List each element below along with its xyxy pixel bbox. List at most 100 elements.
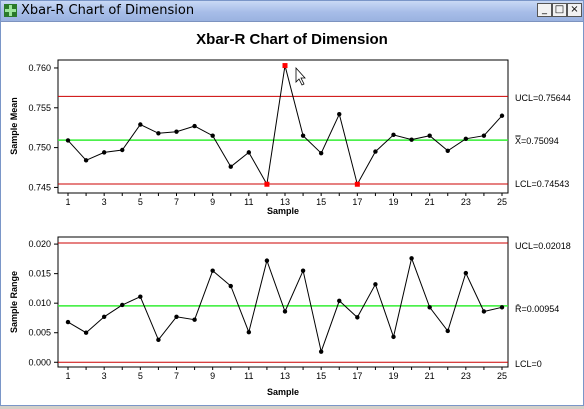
maximize-button[interactable]: □ (552, 3, 567, 17)
range-y-tick-label: 0.010 (28, 298, 51, 308)
mean-data-point (391, 132, 396, 138)
chart-area: Xbar-R Chart of Dimension Sample Mean Sa… (2, 22, 583, 409)
range-data-point (355, 315, 360, 320)
mean-data-point (409, 137, 414, 142)
range-data-point (192, 317, 197, 322)
mean-x-tick-label: 5 (138, 197, 143, 207)
mean-data-point (463, 136, 469, 142)
range-y-tick-label: 0.015 (28, 269, 51, 279)
mean-x-tick-label: 7 (174, 197, 179, 207)
close-button[interactable]: × (567, 3, 582, 17)
range-data-point (300, 268, 306, 273)
mean-x-tick-label: 3 (102, 197, 107, 207)
mean-y-axis-label: Sample Mean (9, 97, 19, 155)
mean-y-tick-label: 0.745 (28, 182, 51, 192)
mean-x-tick-label: 15 (316, 197, 326, 207)
range-data-point (409, 256, 414, 261)
mean-data-point (101, 150, 107, 155)
mean-data-point (300, 133, 306, 138)
mean-data-point (373, 149, 378, 154)
range-data-point (228, 283, 233, 289)
minimize-button[interactable]: _ (537, 3, 552, 17)
range-data-point (463, 270, 469, 276)
mean-x-tick-label: 13 (280, 197, 290, 207)
range-data-point (481, 309, 487, 314)
mean-lcl-label: LCL=0.74543 (515, 179, 569, 189)
mean-data-point (445, 148, 450, 153)
mean-out-of-control-point (264, 181, 270, 187)
range-data-point (318, 349, 324, 354)
mean-ucl-label: UCL=0.75644 (515, 93, 571, 103)
mean-x-tick-label: 21 (425, 197, 435, 207)
xbar-r-chart: Xbar-R Chart of Dimension Sample Mean Sa… (9, 31, 571, 397)
range-y-axis-label: Sample Range (9, 271, 19, 333)
range-x-tick-label: 13 (280, 371, 290, 381)
range-plot-frame (57, 236, 509, 368)
range-data-point (138, 294, 143, 299)
mean-data-point (83, 158, 89, 163)
range-center-label: R̄=0.00954 (515, 304, 559, 314)
mean-data-point (228, 164, 233, 169)
mean-x-tick-label: 9 (210, 197, 215, 207)
range-x-tick-label: 9 (210, 371, 215, 381)
range-x-tick-label: 11 (244, 371, 253, 381)
mean-y-tick-label: 0.750 (28, 143, 51, 153)
range-data-point (373, 282, 378, 287)
mean-x-tick-label: 17 (352, 197, 362, 207)
mean-data-point (156, 131, 161, 136)
range-data-point (246, 329, 252, 335)
range-data-point (174, 314, 179, 319)
range-data-point (101, 314, 107, 319)
app-icon (4, 4, 17, 17)
mean-data-point (318, 150, 324, 156)
range-data-point (210, 268, 215, 273)
range-x-tick-label: 1 (65, 371, 70, 381)
window-title: Xbar-R Chart of Dimension (21, 3, 195, 18)
mean-data-point (337, 111, 342, 117)
mean-x-tick-label: 25 (497, 197, 507, 207)
range-data-point (156, 337, 161, 343)
mean-data-point (499, 113, 505, 118)
range-x-tick-label: 15 (316, 371, 326, 381)
range-ucl-label: UCL=0.02018 (515, 241, 571, 251)
range-center-symbol: R̄ (515, 304, 522, 314)
range-x-tick-label: 19 (388, 371, 398, 381)
range-x-axis-label: Sample (267, 387, 299, 397)
range-data-point (499, 305, 505, 310)
mean-data-point (481, 133, 487, 138)
range-y-tick-label: 0.000 (28, 357, 51, 367)
mean-x-tick-label: 11 (244, 197, 253, 207)
range-data-point (120, 302, 125, 308)
mean-data-point (65, 138, 71, 143)
range-x-tick-label: 25 (497, 371, 507, 381)
range-center-value: =0.00954 (522, 304, 560, 314)
range-x-tick-label: 5 (138, 371, 143, 381)
range-x-tick-label: 3 (102, 371, 107, 381)
mean-y-tick-label: 0.760 (28, 63, 51, 73)
mean-data-point (120, 147, 125, 153)
range-data-point (65, 319, 71, 325)
mean-center-symbol: X̿ (515, 135, 521, 146)
title-bar[interactable]: Xbar-R Chart of Dimension _ □ × (1, 1, 583, 22)
mean-data-point (210, 133, 215, 138)
range-y-tick-label: 0.020 (28, 239, 51, 249)
range-data-point (445, 328, 450, 334)
range-data-point (337, 298, 342, 304)
range-x-tick-label: 23 (461, 371, 471, 381)
mean-data-point (427, 133, 432, 138)
mean-x-tick-label: 19 (388, 197, 398, 207)
mean-x-tick-label: 23 (461, 197, 471, 207)
mean-data-point (246, 150, 252, 155)
range-lcl-label: LCL=0 (515, 359, 542, 369)
mean-out-of-control-point (354, 181, 360, 187)
mean-center-label: X̿=0.75094 (515, 135, 559, 146)
range-data-point (282, 309, 288, 314)
range-x-tick-label: 21 (425, 371, 435, 381)
mean-y-tick-label: 0.755 (28, 103, 51, 113)
mean-data-point (174, 129, 179, 134)
mouse-cursor-icon (295, 66, 306, 86)
range-data-point (83, 330, 89, 335)
